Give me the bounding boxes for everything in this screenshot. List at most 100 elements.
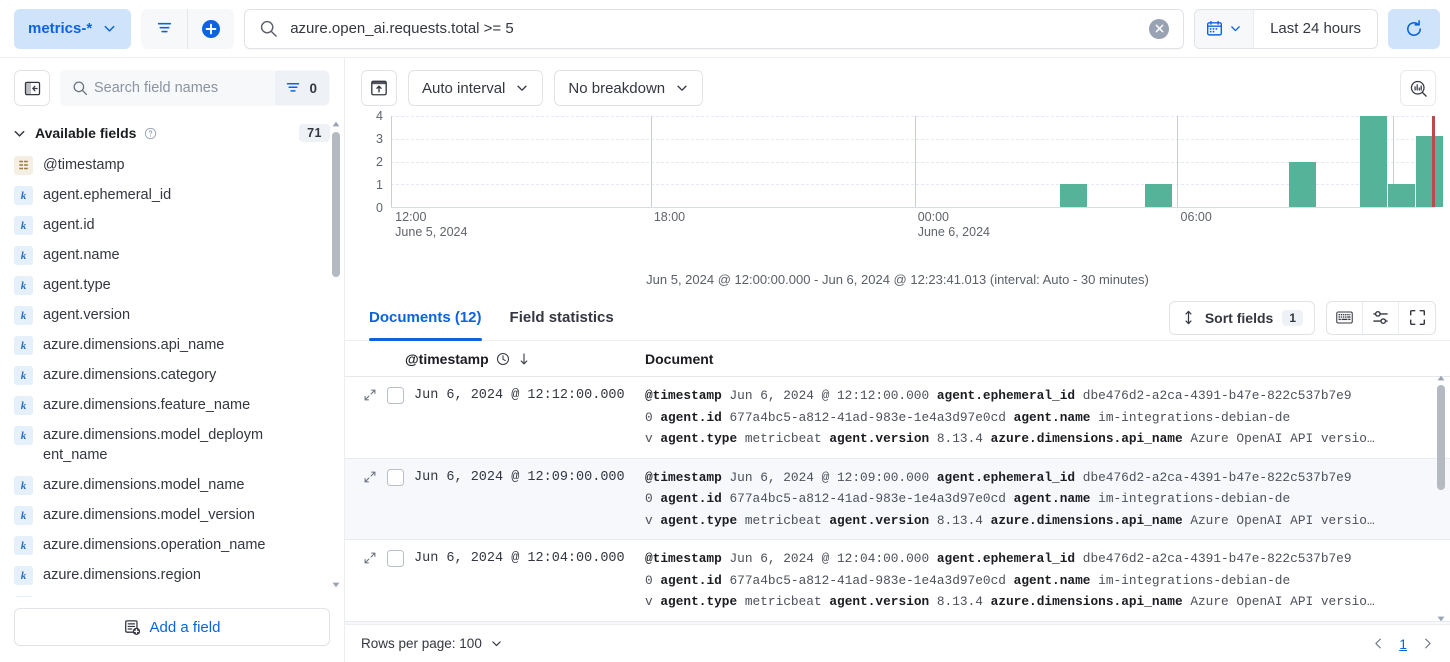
query-input-wrapper[interactable]: azure.open_ai.requests.total >= 5 xyxy=(244,8,1185,49)
histogram-bar[interactable] xyxy=(1059,184,1087,207)
date-quick-select-button[interactable] xyxy=(1195,9,1255,48)
field-item[interactable]: k azure.dimensions.category xyxy=(0,360,344,390)
calendar-icon xyxy=(1206,20,1223,37)
row-checkbox[interactable] xyxy=(387,550,404,567)
field-type-icon: k xyxy=(14,476,33,495)
add-filter-button[interactable] xyxy=(188,9,234,49)
scrollbar-thumb[interactable] xyxy=(332,132,340,277)
field-item[interactable]: k agent.id xyxy=(0,210,344,240)
field-search-wrapper[interactable]: Search field names 0 xyxy=(60,70,330,106)
scrollbar-thumb[interactable] xyxy=(1437,385,1445,490)
collapse-sidebar-button[interactable] xyxy=(14,70,50,106)
interval-selector[interactable]: Auto interval xyxy=(408,70,544,106)
scroll-down-icon[interactable] xyxy=(1437,616,1445,622)
add-field-button[interactable]: Add a field xyxy=(14,608,330,646)
visualize-button[interactable] xyxy=(1400,70,1436,106)
display-options-button[interactable] xyxy=(1363,301,1399,334)
field-item[interactable]: k azure.dimensions.model_deployment_name xyxy=(0,420,344,470)
tab-field-statistics[interactable]: Field statistics xyxy=(510,295,614,341)
filter-options-button[interactable] xyxy=(141,9,187,49)
column-header-document[interactable]: Document xyxy=(645,350,714,367)
tab-documents[interactable]: Documents (12) xyxy=(369,295,482,341)
doc-line: v agent.type metricbeat agent.version 8.… xyxy=(645,594,1375,609)
query-input[interactable]: azure.open_ai.requests.total >= 5 xyxy=(290,20,514,37)
histogram-bar[interactable] xyxy=(1359,116,1388,207)
histogram-bar[interactable] xyxy=(1388,184,1416,207)
available-fields-count: 71 xyxy=(299,124,330,142)
column-header-timestamp[interactable]: @timestamp xyxy=(359,351,645,367)
histogram-bar[interactable] xyxy=(1416,136,1444,207)
keyboard-shortcuts-button[interactable] xyxy=(1327,301,1363,334)
available-fields-section-header[interactable]: Available fields 71 xyxy=(0,116,344,150)
field-type-icon: k xyxy=(14,566,33,585)
table-row[interactable]: Jun 6, 2024 @ 11:34:00.000 @timestamp Ju… xyxy=(345,621,1450,624)
expand-row-icon[interactable] xyxy=(359,467,381,484)
field-name: @timestamp xyxy=(43,157,125,173)
refresh-button[interactable] xyxy=(1388,8,1440,49)
rows-per-page-selector[interactable]: Rows per page: 100 xyxy=(361,636,503,651)
table-row[interactable]: Jun 6, 2024 @ 12:09:00.000 @timestamp Ju… xyxy=(345,458,1450,540)
page-number[interactable]: 1 xyxy=(1399,635,1407,652)
data-view-selector[interactable]: metrics-* xyxy=(14,8,132,49)
table-header-row: @timestamp Docum xyxy=(345,341,1450,377)
field-item[interactable]: k agent.type xyxy=(0,270,344,300)
field-name: azure.dimensions.model_name xyxy=(43,477,245,493)
sort-icon xyxy=(1181,310,1196,325)
fullscreen-button[interactable] xyxy=(1399,302,1435,334)
sidebar-scrollbar[interactable] xyxy=(332,121,340,588)
sort-fields-button[interactable]: Sort fields 1 xyxy=(1168,300,1315,335)
x-tick-date: June 5, 2024 xyxy=(395,225,468,239)
breakdown-selector[interactable]: No breakdown xyxy=(554,70,704,106)
field-search-input[interactable]: Search field names xyxy=(94,80,219,96)
table-scrollbar[interactable] xyxy=(1437,375,1445,622)
field-item[interactable]: ☷ @timestamp xyxy=(0,150,344,180)
row-checkbox[interactable] xyxy=(387,387,404,404)
histogram-bar[interactable] xyxy=(1289,161,1317,207)
sort-desc-icon[interactable] xyxy=(517,352,531,366)
gridline xyxy=(391,116,1434,117)
fields-list[interactable]: Available fields 71 ☷ @timestamp xyxy=(0,116,344,597)
table-row[interactable]: Jun 6, 2024 @ 12:12:00.000 @timestamp Ju… xyxy=(345,377,1450,459)
clear-icon[interactable] xyxy=(1149,18,1170,39)
next-page-icon[interactable] xyxy=(1421,637,1434,650)
field-item[interactable]: k azure.dimensions.api_name xyxy=(0,330,344,360)
field-type-icon: k xyxy=(14,396,33,415)
field-item[interactable]: k azure.dimensions.model_name xyxy=(0,470,344,500)
date-range-label[interactable]: Last 24 hours xyxy=(1270,20,1361,37)
field-item[interactable]: k azure.dimensions.region xyxy=(0,560,344,590)
expand-row-icon[interactable] xyxy=(359,385,381,402)
field-item[interactable]: k azure.dimensions.feature_name xyxy=(0,390,344,420)
table-tools: Sort fields 1 xyxy=(1168,300,1436,335)
row-checkbox[interactable] xyxy=(387,468,404,486)
y-tick-label: 0 xyxy=(376,200,383,215)
field-item[interactable]: k agent.name xyxy=(0,240,344,270)
field-type-icon: k xyxy=(14,506,33,525)
row-timestamp: Jun 6, 2024 @ 12:09:00.000 xyxy=(414,469,625,485)
field-type-icon: k xyxy=(14,596,33,597)
axis-separator xyxy=(1393,116,1395,207)
visualize-icon xyxy=(1409,79,1428,98)
chevron-down-icon xyxy=(490,637,503,650)
histogram-bar[interactable] xyxy=(1145,184,1173,207)
x-tick: 06:00 xyxy=(1181,210,1212,225)
expand-row-icon[interactable] xyxy=(359,548,381,565)
scroll-up-icon[interactable] xyxy=(332,120,340,128)
field-item[interactable]: k azure.dimensions.severity xyxy=(0,590,344,597)
plot-area[interactable] xyxy=(391,116,1444,208)
prev-page-icon[interactable] xyxy=(1372,637,1385,650)
field-item[interactable]: k azure.dimensions.model_version xyxy=(0,500,344,530)
x-tick-time: 00:00 xyxy=(917,210,949,224)
documents-table[interactable]: @timestamp Docum xyxy=(345,341,1450,624)
field-item[interactable]: k agent.version xyxy=(0,300,344,330)
hide-chart-button[interactable] xyxy=(361,70,397,106)
field-item[interactable]: k azure.dimensions.operation_name xyxy=(0,530,344,560)
field-filter-button[interactable]: 0 xyxy=(275,71,329,105)
scroll-up-icon[interactable] xyxy=(1437,375,1445,381)
scroll-down-icon[interactable] xyxy=(332,581,340,589)
help-icon[interactable] xyxy=(144,127,157,140)
axis-separator xyxy=(650,116,652,207)
histogram-chart[interactable]: 4 3 2 1 0 xyxy=(361,110,1444,266)
table-row[interactable]: Jun 6, 2024 @ 12:04:00.000 @timestamp Ju… xyxy=(345,540,1450,622)
field-item[interactable]: k agent.ephemeral_id xyxy=(0,180,344,210)
